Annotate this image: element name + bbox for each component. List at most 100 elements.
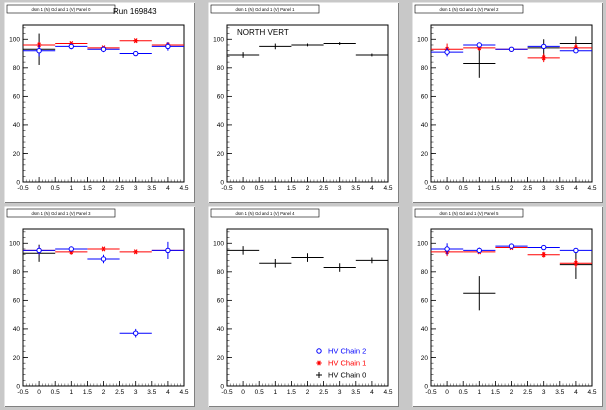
x-tick-label: 0.5 — [255, 185, 264, 192]
pad-title-box — [414, 4, 524, 14]
plot-annotation: Run 169843 — [113, 7, 157, 16]
pad-background — [5, 207, 195, 407]
y-tick-label: 40 — [217, 326, 225, 333]
data-point — [573, 260, 579, 266]
pad-bevel-dark — [5, 3, 195, 203]
y-tick-label: 40 — [13, 122, 21, 129]
data-point — [339, 267, 341, 268]
chart-pad: dsm 1 (N) Gd and 1 (V) Panel 20204060801… — [412, 2, 603, 203]
pad-bevel-light — [4, 206, 195, 407]
data-point — [573, 247, 579, 254]
pad-bevel-light — [4, 2, 195, 203]
pad-bevel-light — [412, 206, 603, 407]
chart-pad: dsm 1 (N) Gd and 1 (V) Panel 40204060801… — [208, 206, 399, 407]
x-tick-label: 3 — [134, 389, 138, 396]
x-tick-label: 1.5 — [83, 185, 92, 192]
x-tick-label: 2.5 — [319, 389, 328, 396]
x-tick-label: 2.5 — [523, 185, 532, 192]
x-tick-label: 0 — [241, 185, 245, 192]
x-tick-label: 2 — [510, 185, 514, 192]
x-tick-label: 1 — [273, 389, 277, 396]
x-tick-label: 2.5 — [115, 185, 124, 192]
pad-background — [413, 207, 603, 407]
x-tick-label: 0 — [37, 185, 41, 192]
x-tick-label: -0.5 — [425, 185, 437, 192]
data-point — [476, 247, 483, 254]
x-tick-label: 4 — [370, 185, 374, 192]
x-tick-label: 2 — [102, 185, 106, 192]
data-point — [573, 47, 579, 54]
x-tick-label: 3.5 — [147, 185, 156, 192]
x-tick-label: 3 — [338, 185, 342, 192]
data-point — [133, 330, 139, 336]
legend-label: HV Chain 1 — [328, 359, 366, 368]
y-tick-label: 100 — [9, 241, 20, 248]
pad-bevel-dark — [5, 207, 195, 407]
x-tick-label: -0.5 — [17, 185, 29, 192]
chart-pad: dsm 1 (N) Gd and 1 (V) Panel 50204060801… — [412, 206, 603, 407]
star-stroke — [541, 252, 546, 258]
y-tick-label: 20 — [217, 355, 225, 362]
pad-bevel-dark — [413, 3, 603, 203]
data-point — [541, 244, 547, 251]
legend-label: HV Chain 0 — [328, 371, 366, 380]
series-cross — [227, 42, 388, 58]
y-tick-label: 20 — [421, 355, 429, 362]
data-point — [371, 260, 373, 261]
y-tick-label: 0 — [16, 179, 20, 186]
y-tick-label: 100 — [213, 241, 224, 248]
x-tick-label: 3.5 — [351, 389, 360, 396]
star-stroke — [133, 249, 138, 255]
x-tick-label: 0.5 — [51, 389, 60, 396]
y-tick-label: 80 — [217, 65, 225, 72]
pad-bevel-light — [208, 206, 399, 407]
y-tick-label: 0 — [16, 383, 20, 390]
pad-title-text: dsm 1 (N) Gd and 1 (V) Panel 1 — [236, 7, 296, 12]
chart-pad: dsm 1 (N) Gd and 1 (V) Panel 00204060801… — [4, 2, 195, 203]
pad-title-text: dsm 1 (N) Gd and 1 (V) Panel 5 — [440, 211, 500, 216]
pad-title-box — [210, 208, 320, 218]
data-point — [541, 55, 547, 61]
pad-background — [5, 3, 195, 203]
y-tick-label: 40 — [217, 122, 225, 129]
y-tick-label: 60 — [421, 298, 429, 305]
pad-title: dsm 1 (N) Gd and 1 (V) Panel 2 — [414, 4, 524, 14]
pad-title-box — [6, 4, 116, 14]
data-point — [242, 54, 244, 56]
pad-bevel-dark — [413, 207, 603, 407]
y-tick-label: 20 — [421, 151, 429, 158]
data-point — [476, 42, 483, 48]
y-tick-label: 100 — [417, 241, 428, 248]
x-tick-label: 2 — [306, 389, 310, 396]
legend-marker — [316, 348, 322, 354]
data-point — [274, 46, 276, 47]
y-tick-label: 20 — [217, 151, 225, 158]
x-tick-label: 0.5 — [51, 185, 60, 192]
x-tick-label: 3.5 — [351, 185, 360, 192]
data-point — [36, 47, 42, 54]
pad-title-text: dsm 1 (N) Gd and 1 (V) Panel 0 — [32, 7, 92, 12]
legend-entry: HV Chain 2 — [316, 347, 366, 356]
data-point — [68, 43, 75, 50]
y-tick-label: 80 — [13, 65, 21, 72]
data-point — [444, 49, 450, 55]
x-tick-label: 3 — [542, 389, 546, 396]
series-cross — [227, 246, 388, 272]
x-tick-label: 3.5 — [555, 389, 564, 396]
x-tick-label: 3 — [542, 185, 546, 192]
x-tick-label: 1 — [477, 185, 481, 192]
x-tick-label: 4.5 — [383, 389, 392, 396]
x-tick-label: 4.5 — [179, 185, 188, 192]
data-point — [307, 44, 308, 46]
x-tick-label: 0 — [37, 389, 41, 396]
x-tick-label: 4.5 — [587, 389, 596, 396]
data-point — [133, 249, 139, 255]
pad-title-text: dsm 1 (N) Gd and 1 (V) Panel 4 — [236, 211, 296, 216]
x-tick-label: 1.5 — [491, 389, 500, 396]
x-tick-label: 3.5 — [147, 389, 156, 396]
star-stroke — [133, 38, 138, 44]
pad-bevel-light — [208, 2, 399, 203]
x-tick-label: 4.5 — [587, 185, 596, 192]
x-tick-label: 1 — [69, 389, 73, 396]
y-tick-label: 20 — [13, 355, 21, 362]
